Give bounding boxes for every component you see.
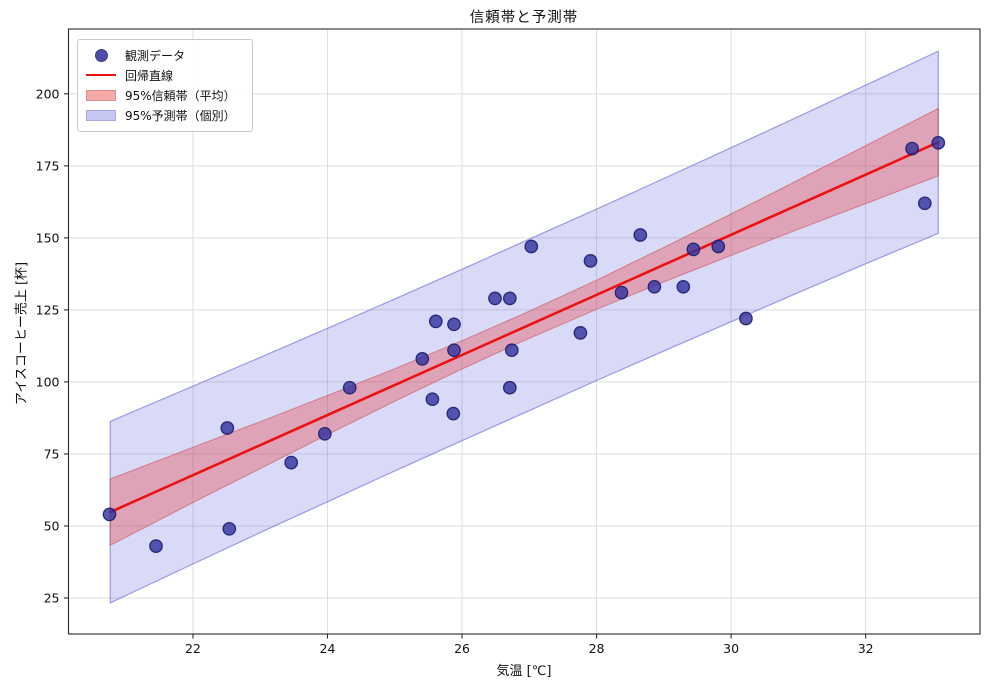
plot-frame — [67, 28, 981, 635]
x-tick-label: 28 — [589, 641, 605, 656]
data-point — [504, 343, 519, 358]
x-tick-label: 22 — [185, 641, 201, 656]
scatter-marker-icon — [86, 48, 116, 62]
legend-label-regression: 回帰直線 — [125, 68, 174, 83]
data-point — [284, 455, 299, 470]
x-tick-label: 30 — [723, 641, 739, 656]
data-point — [220, 421, 235, 435]
data-point — [102, 507, 117, 522]
y-tick-label: 125 — [36, 302, 60, 317]
data-point — [524, 239, 539, 254]
data-point — [711, 239, 726, 254]
legend-item-confidence-band: 95%信頼帯（平均） — [86, 85, 244, 105]
data-point — [415, 352, 430, 366]
regression-line-group — [108, 140, 940, 514]
axes-frame — [67, 28, 981, 635]
data-point — [317, 426, 332, 441]
data-point — [502, 291, 517, 306]
legend-label-confidence-band: 95%信頼帯（平均） — [125, 88, 236, 103]
data-point — [149, 539, 163, 553]
x-axis-label: 気温 [℃] — [496, 664, 552, 679]
data-point — [488, 291, 502, 306]
blue-patch-icon — [86, 109, 116, 121]
data-point — [917, 196, 932, 211]
data-point — [614, 285, 629, 300]
y-tick-label: 25 — [44, 590, 60, 605]
regression-line — [108, 140, 940, 514]
data-point — [583, 254, 598, 268]
data-point — [633, 228, 648, 242]
data-point — [676, 279, 691, 294]
data-point — [931, 135, 946, 150]
data-point — [739, 311, 753, 326]
data-point — [446, 406, 461, 421]
data-point — [425, 392, 440, 407]
data-point — [573, 326, 588, 340]
grid-lines — [68, 29, 980, 634]
data-point — [447, 317, 461, 332]
data-point — [502, 380, 517, 395]
y-tick-label: 150 — [36, 230, 60, 245]
data-point — [447, 343, 461, 358]
data-point — [647, 279, 662, 294]
y-axis-label: アイスコーヒー売上 [杯] — [14, 261, 30, 406]
data-point — [686, 242, 701, 257]
legend-item-observed: 観測データ — [86, 45, 244, 65]
legend-label-prediction-band: 95%予測帯（個別） — [125, 108, 236, 123]
legend-item-regression: 回帰直線 — [86, 65, 244, 85]
scatter-points — [102, 135, 946, 553]
red-patch-icon — [86, 89, 116, 101]
chart-title: 信頼帯と予測帯 — [469, 10, 579, 26]
axis-ticks: 22 24 26 28 30 32 25 50 75 100 125 150 175 200 — [36, 86, 874, 656]
data-point — [222, 521, 237, 536]
x-tick-label: 26 — [454, 641, 470, 656]
legend-label-observed: 観測データ — [125, 48, 186, 63]
y-tick-label: 50 — [44, 518, 60, 533]
y-tick-label: 100 — [36, 374, 60, 389]
data-point — [342, 380, 357, 395]
legend-item-prediction-band: 95%予測帯（個別） — [86, 105, 244, 125]
x-tick-label: 32 — [858, 641, 874, 656]
x-tick-label: 24 — [320, 641, 336, 656]
data-point — [428, 314, 443, 329]
data-point — [905, 141, 919, 156]
legend: 観測データ 回帰直線 95%信頼帯（平均） 95%予測帯（個別） — [77, 39, 253, 132]
y-tick-label: 75 — [44, 446, 60, 461]
y-tick-label: 200 — [36, 86, 60, 101]
y-tick-label: 175 — [36, 158, 60, 173]
line-swatch-icon — [86, 74, 116, 76]
